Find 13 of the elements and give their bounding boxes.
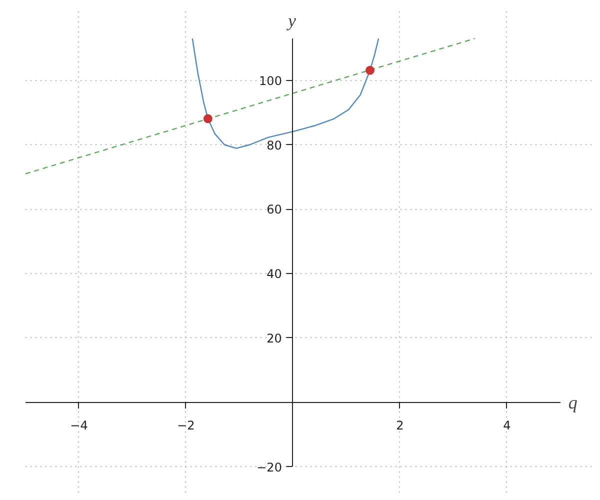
x-tick-label: −2 (177, 418, 195, 432)
y-tick-label: 80 (266, 138, 282, 152)
y-tick-label: 100 (259, 74, 282, 88)
y-axis-title: y (286, 10, 296, 30)
y-tick-label: −20 (256, 460, 282, 474)
y-tick-label: 60 (266, 202, 282, 217)
y-tick-label: 20 (266, 331, 282, 346)
x-axis-title: q (568, 392, 578, 412)
x-tick-label: 2 (396, 418, 404, 432)
x-tick-label: 4 (503, 418, 511, 432)
line-series (192, 38, 380, 149)
y-tick-label: 40 (266, 267, 282, 282)
x-tick-label: −4 (70, 418, 88, 432)
